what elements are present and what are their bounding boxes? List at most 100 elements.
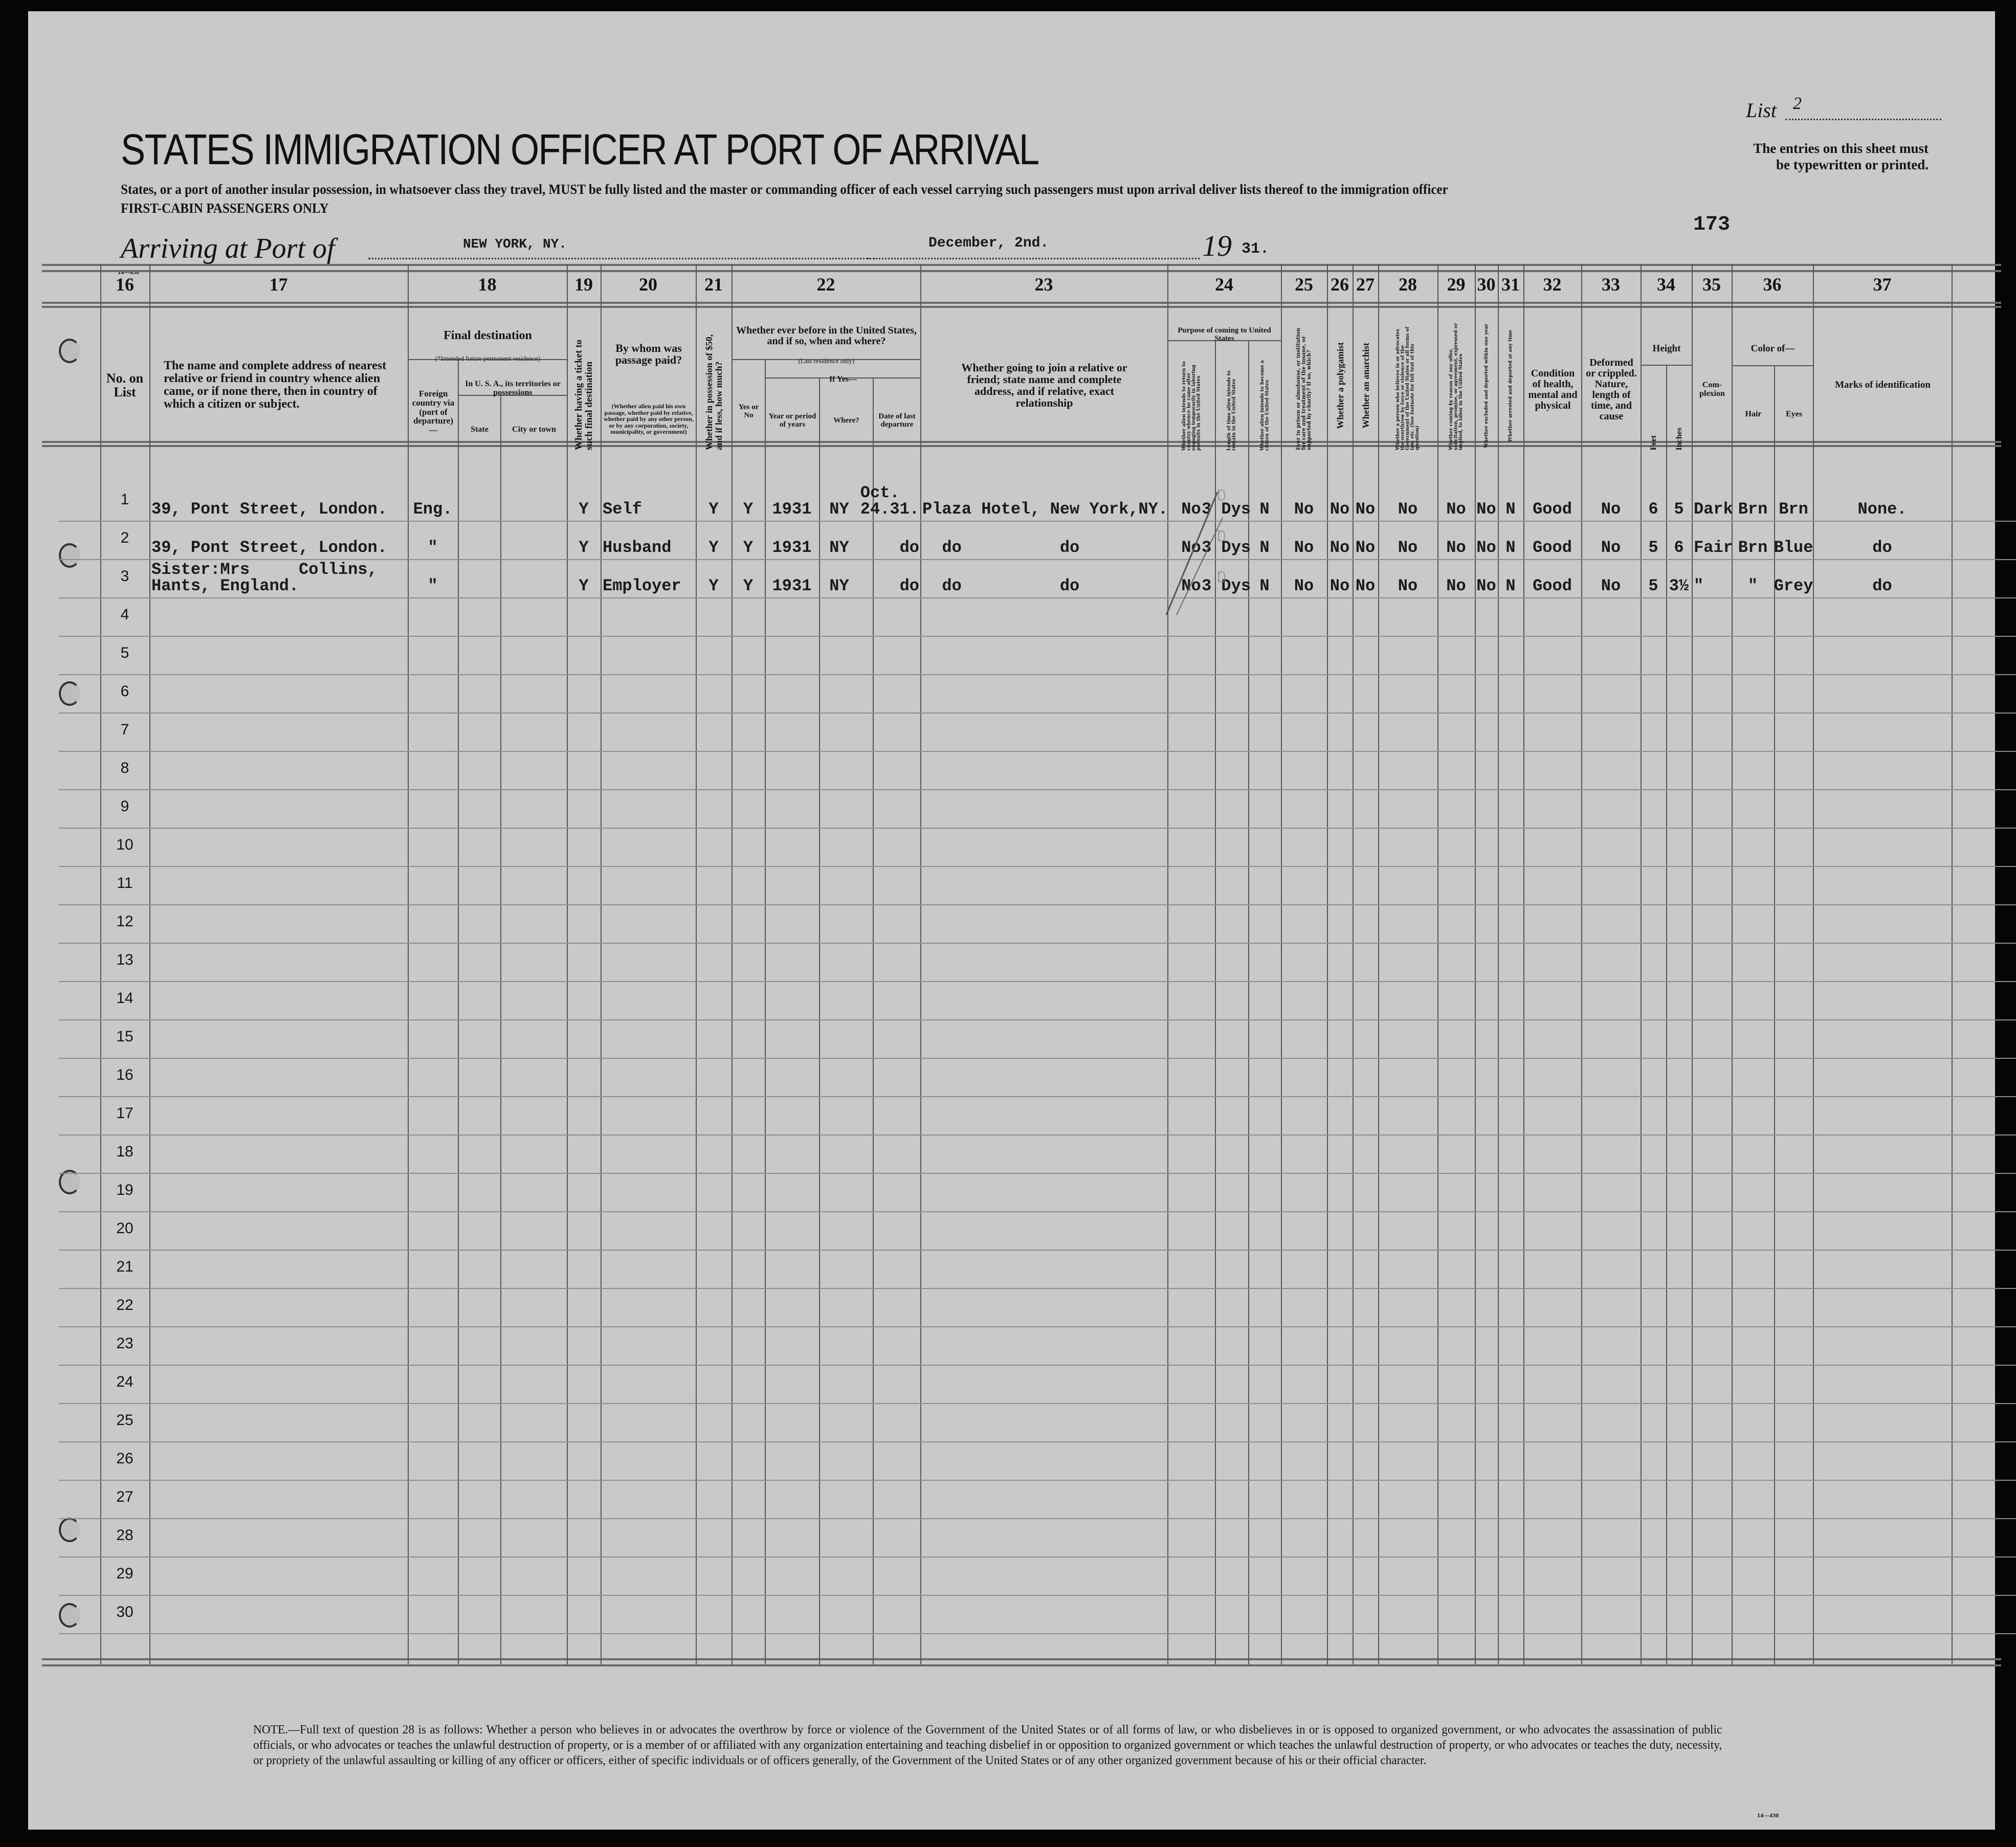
complexion-value: Fair: [1694, 538, 1733, 557]
table-rule: [42, 306, 2001, 308]
q29-value: No: [1446, 500, 1466, 519]
cell-citizen-intent: N: [1248, 557, 1281, 597]
eyes-value: Grey: [1774, 576, 1813, 595]
column-divider: [1952, 264, 1953, 1664]
footer-form-code: 14—430: [1757, 1812, 1779, 1819]
instructions-line-2: be typewritten or printed.: [1776, 157, 1929, 172]
cell-health: Good: [1523, 480, 1581, 521]
stay-length-value: 3 Dys: [1201, 500, 1251, 519]
row-rule: [59, 1096, 2016, 1097]
cell-before: Y: [732, 518, 765, 559]
row-number: 2: [120, 529, 129, 546]
passenger-class: FIRST-CABIN PASSENGERS ONLY: [121, 201, 329, 216]
header-if-yes: If Yes—: [829, 374, 857, 384]
header-joining-relative: Whether going to join a relative or frie…: [961, 361, 1127, 410]
row-rule: [59, 1058, 2016, 1059]
cell-where: NY: [819, 557, 859, 597]
row-number: 9: [120, 798, 129, 815]
row-rule: [59, 751, 2016, 752]
column-number: 21: [704, 274, 723, 295]
form-subtitle: States, or a port of another insular pos…: [121, 182, 1448, 197]
column-divider: [149, 264, 150, 1664]
cell-state: [458, 518, 500, 559]
cell-q29: No: [1437, 518, 1475, 559]
cell-before: Y: [732, 480, 765, 521]
header-subdivider: [458, 395, 567, 396]
header-final-destination-note: (*Intended future permanent residence): [435, 354, 541, 363]
binder-hole: [59, 543, 80, 568]
cell-departure: do: [873, 518, 920, 559]
cell-deformed: No: [1581, 480, 1641, 521]
polygamist-value: No: [1330, 538, 1350, 557]
citizen-intent-value: N: [1259, 500, 1270, 519]
cell-q29: No: [1437, 480, 1475, 521]
row-number: 8: [120, 760, 129, 776]
row-number: 17: [116, 1105, 134, 1122]
cell-anarchist: No: [1353, 480, 1378, 521]
row-number: 14: [116, 990, 134, 1007]
year-value: 1931: [772, 538, 812, 557]
header-passage-paid: By whom was passage paid?: [615, 341, 682, 366]
row-number: 7: [120, 721, 129, 738]
where-value: NY: [829, 500, 849, 519]
row-rule: [59, 1403, 2016, 1404]
column-number: 27: [1356, 274, 1375, 295]
complexion-value: Dark: [1694, 500, 1733, 519]
header-return-intent: Whether alien intends to return to count…: [1168, 353, 1215, 452]
cell-city: [500, 480, 567, 521]
row-rule: [59, 636, 2016, 637]
cell-hair: Brn: [1732, 518, 1774, 559]
header-ticket-text: Whether having a ticket to such final de…: [573, 339, 594, 450]
port-field: NEW YORK, NY.: [463, 236, 567, 252]
row-rule: [59, 713, 2016, 714]
table-rule: [42, 445, 2001, 447]
q28-value: No: [1398, 500, 1418, 519]
date-field: December, 2nd.: [928, 235, 1049, 251]
header-excluded: Whether excluded and deported within one…: [1476, 320, 1498, 451]
ticket-value: Y: [579, 500, 589, 519]
column-number: 22: [816, 274, 835, 295]
header-final-destination: Final destination: [444, 329, 532, 343]
before-value: Y: [743, 576, 754, 595]
row-rule: [59, 1556, 2016, 1557]
column-divider: [567, 264, 568, 1664]
binder-hole: [59, 1170, 80, 1194]
row-rule: [59, 1211, 2016, 1212]
column-divider: [732, 264, 733, 1664]
footnote-question-28: NOTE.—Full text of question 28 is as fol…: [253, 1723, 1722, 1767]
column-divider: [696, 264, 697, 1664]
header-citizen-intent-text: Whether alien intends to become a citize…: [1259, 360, 1270, 451]
before-value: Y: [743, 500, 754, 519]
cell-stay-length: 3 Dys: [1201, 557, 1251, 597]
before-value: Y: [743, 538, 754, 557]
column-divider: [1327, 264, 1328, 1664]
cell-health: Good: [1523, 557, 1581, 597]
row-rule: [59, 1134, 2016, 1136]
cell-excluded: No: [1475, 557, 1498, 597]
column-number: 23: [1034, 274, 1053, 295]
departure-value: Oct. 24.31.: [860, 483, 919, 519]
relative-value: Sister:Mrs Collins, Hants, England.: [151, 560, 378, 595]
anarchist-value: No: [1355, 500, 1376, 519]
cell-inches: 3½: [1666, 557, 1692, 597]
cell-deformed: No: [1581, 518, 1641, 559]
header-excluded-text: Whether excluded and deported within one…: [1483, 323, 1489, 448]
header-polygamist-text: Whether a polygamist: [1335, 342, 1345, 429]
row-rule: [59, 1518, 2016, 1519]
cell-anarchist: No: [1353, 518, 1378, 559]
excluded-value: No: [1476, 576, 1496, 595]
column-number: 24: [1215, 274, 1233, 295]
header-city: City or town: [512, 425, 556, 434]
row-number: 26: [116, 1450, 134, 1467]
header-passage-paid-note: (Whether alien paid his own passage, whe…: [604, 403, 694, 436]
cell-marks: do: [1813, 557, 1952, 597]
cell-joining: Plaza Hotel, New York,NY.: [920, 480, 1168, 521]
column-number: 36: [1763, 274, 1782, 295]
list-value: 2: [1793, 94, 1802, 113]
header-yes-or-no: Yes or No: [738, 403, 759, 419]
cell-arrested: N: [1498, 480, 1523, 521]
column-divider: [1732, 264, 1733, 1664]
citizen-intent-value: N: [1259, 538, 1270, 557]
column-divider: [920, 264, 921, 1664]
foreign-value: ": [428, 576, 438, 595]
